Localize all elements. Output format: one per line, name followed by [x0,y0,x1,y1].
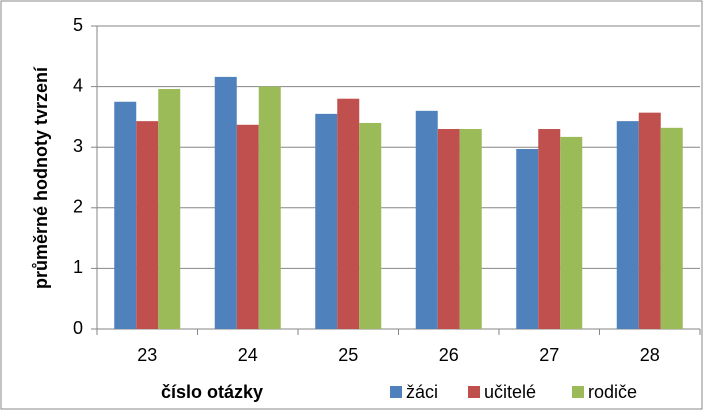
legend-swatch [390,386,402,398]
legend-swatch [468,386,480,398]
bar [459,129,482,329]
y-tick-label: 4 [73,75,83,95]
x-axis-title: číslo otázky [161,382,263,402]
y-tick-label: 5 [73,15,83,35]
y-tick-label: 3 [73,136,83,156]
bar [538,129,561,329]
x-tick-label: 25 [338,345,358,365]
legend-label: učitelé [484,382,536,402]
x-tick-label: 28 [640,345,660,365]
x-tick-label: 24 [238,345,258,365]
bar [359,122,382,330]
legend-swatch [572,386,584,398]
bar [560,136,583,329]
bar [136,121,159,329]
bar [437,129,460,329]
x-tick-label: 23 [137,345,157,365]
y-axis-title: průměrné hodnoty tvrzení [31,66,51,289]
bar [158,89,181,329]
y-tick-label: 0 [73,318,83,338]
x-tick-label: 26 [439,345,459,365]
bar [638,112,661,330]
bar [660,127,683,329]
bar [315,113,338,330]
legend-label: žáci [406,382,438,402]
y-tick-label: 1 [73,257,83,277]
bar [337,98,360,329]
y-tick-label: 2 [73,197,83,217]
bar [415,110,438,329]
bar [114,101,137,329]
bar [214,76,237,330]
x-tick-label: 27 [539,345,559,365]
bar [258,86,281,329]
bar [616,121,639,329]
legend-label: rodiče [588,382,637,402]
bar [516,149,539,329]
bar [236,124,259,329]
